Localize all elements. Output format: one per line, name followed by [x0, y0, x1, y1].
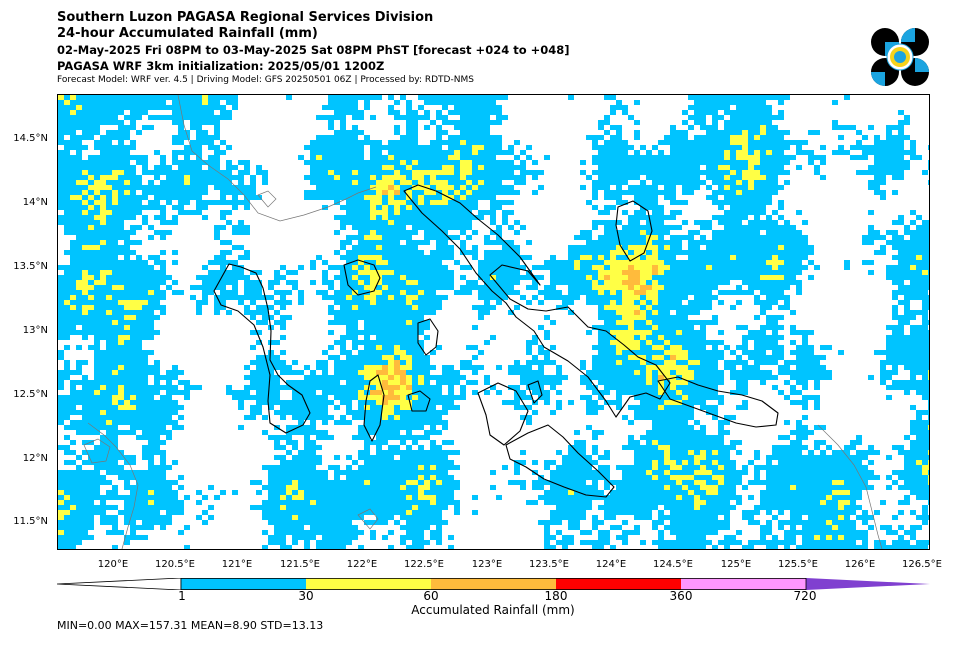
coastline-catanduanes [615, 200, 653, 262]
coastline-ticao [527, 380, 543, 404]
colorbar-bin [181, 578, 306, 590]
coastline-mindoro [213, 263, 311, 434]
colorbar-over-extension [806, 578, 930, 590]
coastline-samar [657, 376, 779, 428]
colorbar-under-extension [57, 578, 182, 590]
coastline-marinduque [343, 259, 381, 296]
coastline-palawan [87, 422, 139, 549]
colorbar-level-label: 60 [423, 589, 439, 603]
coastline-sibuyan [407, 390, 431, 412]
coastline-masbate [477, 382, 529, 446]
statistics-summary: MIN=0.00 MAX=157.31 MEAN=8.90 STD=13.13 [57, 619, 324, 632]
colorbar-bin [431, 578, 556, 590]
colorbar-level-label: 1 [178, 589, 186, 603]
coastline-panay [505, 424, 615, 498]
forecast-period: 02-May-2025 Fri 08PM to 03-May-2025 Sat … [57, 43, 570, 57]
lat-tick-label: 13.5°N [13, 261, 48, 272]
lon-tick-label: 120.5°E [155, 559, 195, 570]
coastline-leyte [817, 424, 883, 549]
pagasa-logo-icon [871, 28, 929, 86]
lon-tick-label: 124°E [595, 559, 627, 570]
coastline-taal [257, 190, 277, 208]
lon-tick-label: 120°E [97, 559, 129, 570]
colorbar-level-label: 720 [793, 589, 817, 603]
lon-tick-label: 126.5°E [902, 559, 942, 570]
lon-tick-label: 122°E [346, 559, 378, 570]
lat-tick-label: 11.5°N [13, 516, 48, 527]
lon-tick-label: 125.5°E [778, 559, 818, 570]
colorbar-bin [556, 578, 681, 590]
rainfall-map[interactable] [57, 94, 930, 550]
colorbar-level-label: 360 [669, 589, 693, 603]
coastline-tablas [363, 374, 385, 442]
colorbar-level-label: 30 [298, 589, 314, 603]
model-credits: Forecast Model: WRF ver. 4.5 | Driving M… [57, 75, 474, 85]
lat-tick-label: 13°N [22, 325, 48, 336]
coastline-luzon-west [177, 95, 377, 222]
lat-tick-label: 12°N [22, 453, 48, 464]
lat-tick-label: 14°N [22, 197, 48, 208]
lat-tick-label: 12.5°N [13, 389, 48, 400]
lon-tick-label: 123.5°E [529, 559, 569, 570]
colorbar-bin [681, 578, 806, 590]
lon-tick-label: 122.5°E [404, 559, 444, 570]
lat-tick-label: 14.5°N [13, 133, 48, 144]
rainfall-field [58, 95, 929, 549]
lon-tick-label: 126°E [844, 559, 876, 570]
model-initialization: PAGASA WRF 3km initialization: 2025/05/0… [57, 59, 385, 73]
colorbar-level-label: 180 [544, 589, 568, 603]
lon-tick-label: 121°E [221, 559, 253, 570]
coastline-burias [417, 318, 439, 356]
lon-tick-label: 123°E [471, 559, 503, 570]
coastlines [213, 184, 779, 498]
lon-tick-label: 121.5°E [280, 559, 320, 570]
coastline-bicol-mainland [403, 184, 671, 418]
coastline-busuanga [83, 438, 111, 464]
lon-tick-label: 125°E [720, 559, 752, 570]
colorbar-bin [306, 578, 431, 590]
colorbar-title: Accumulated Rainfall (mm) [411, 603, 575, 617]
rainfall-colorbar [57, 578, 930, 590]
coastline-cuyo [357, 508, 379, 530]
map-title: Southern Luzon PAGASA Regional Services … [57, 10, 434, 25]
lon-tick-label: 124.5°E [653, 559, 693, 570]
map-subtitle: 24-hour Accumulated Rainfall (mm) [57, 26, 318, 41]
